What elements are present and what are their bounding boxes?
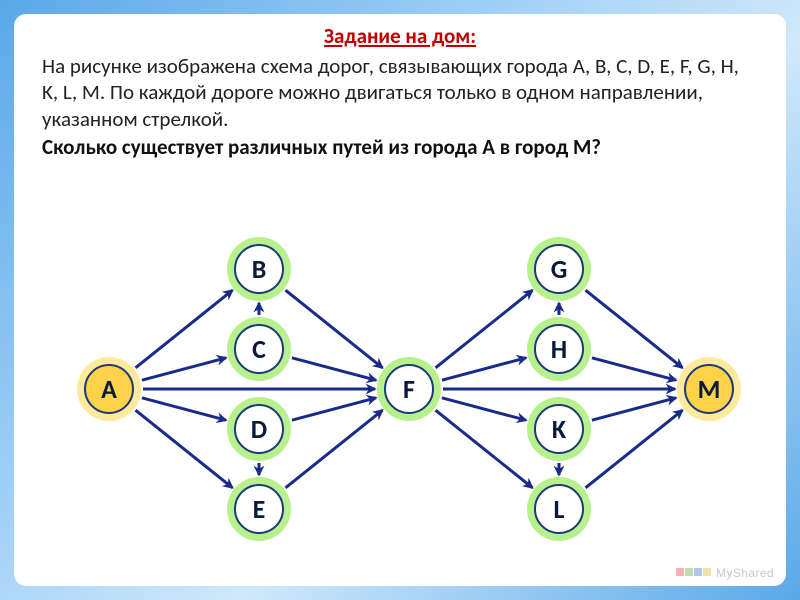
edge-arrow: [142, 358, 226, 380]
edge-arrow: [292, 358, 376, 380]
edge-arrow: [436, 410, 533, 488]
graph-node-G: G: [534, 244, 584, 294]
graph-node-L: L: [534, 484, 584, 534]
edge-arrow: [136, 410, 233, 488]
logo-square-icon: [703, 568, 711, 576]
graph-node-E: E: [234, 484, 284, 534]
logo-square-icon: [676, 568, 684, 576]
graph-node-B: B: [234, 244, 284, 294]
edge-arrow: [436, 290, 533, 368]
watermark-logo: MyShared: [676, 566, 774, 580]
question-text: Сколько существует различных путей из го…: [14, 132, 786, 160]
edge-arrow: [142, 398, 226, 420]
edge-arrow: [586, 410, 683, 488]
edge-arrow: [592, 358, 676, 380]
graph-node-K: K: [534, 404, 584, 454]
edge-arrow: [286, 410, 383, 488]
edge-arrow: [286, 290, 383, 368]
edge-arrow: [442, 358, 526, 380]
logo-text: MyShared: [716, 566, 774, 580]
graph-node-A: A: [84, 364, 134, 414]
edge-arrow: [586, 290, 683, 368]
graph-node-H: H: [534, 324, 584, 374]
logo-square-icon: [685, 568, 693, 576]
outer-frame: Задание на дом: На рисунке изображена сх…: [0, 0, 800, 600]
edge-arrow: [442, 398, 526, 420]
edge-arrow: [592, 398, 676, 420]
graph-node-D: D: [234, 404, 284, 454]
body-text: На рисунке изображена схема дорог, связы…: [14, 49, 786, 132]
edge-arrow: [136, 290, 233, 368]
title: Задание на дом:: [14, 14, 786, 49]
logo-square-icon: [694, 568, 702, 576]
edge-arrow: [292, 398, 376, 420]
graph-node-C: C: [234, 324, 284, 374]
content-panel: Задание на дом: На рисунке изображена сх…: [14, 14, 786, 586]
graph-area: A BCDE F GHKL M: [14, 204, 786, 586]
graph-node-F: F: [384, 364, 434, 414]
graph-node-M: M: [684, 364, 734, 414]
